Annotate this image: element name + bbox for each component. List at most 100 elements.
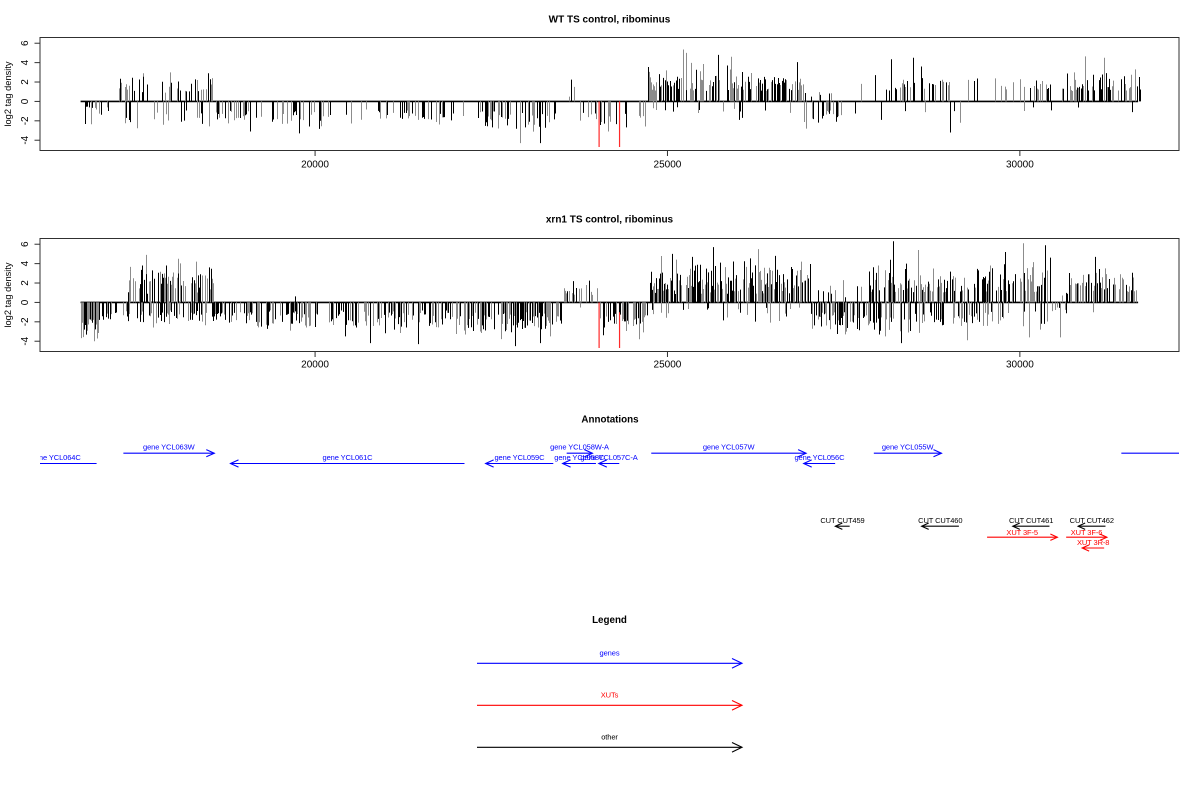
xut-label: XUT 3F-6 [1071,528,1103,537]
gene-annotation: gene YCL064C [15,453,97,467]
y-tick-label: 0 [20,299,31,305]
xut-arrow-head [1050,533,1059,541]
panel-title: WT TS control, ribominus [549,15,671,26]
cut-annotation: CUT CUT461 [1009,516,1053,530]
gene-annotation: gene YCL058C [554,453,605,468]
gene-label: gene YCL056C [794,453,845,462]
cut-annotation: CUT CUT459 [820,516,865,530]
gene-annotation: gene YCL061C [229,453,465,468]
cut-label: CUT CUT462 [1070,516,1114,525]
panel-border [39,238,1180,352]
y-tick-label: 4 [20,260,31,266]
gene-arrow-head [933,449,943,458]
xut-arrow-head [1099,533,1109,541]
axes: -4 -2 0 2 4 6 20000 25000 30000 [20,40,1034,170]
gene-annotation: gene YCL057C-A [580,453,638,468]
density-spikes [80,241,1139,349]
density-panel-wt: WT TS control, ribominus log2 tag densit… [3,15,1180,171]
y-tick-label: -4 [20,135,31,144]
gene-arrow-head [561,459,571,468]
spikes-black [84,241,1133,347]
xut-label: XUT 3F-5 [1006,528,1038,537]
x-tick-label: 30000 [1006,160,1034,171]
spikes-gray [81,243,1137,342]
legend-item-label: other [601,732,618,741]
legend-item-label: genes [600,648,620,657]
gene-label: gene YCL063W [143,443,196,452]
gene-arrow-head [584,449,594,458]
legend-arrow-head [731,700,744,711]
y-axis-title: log2 tag density [3,262,13,327]
spikes-gray [91,49,1136,144]
gene-label: gene YCL055W [882,443,935,452]
gene-annotation: gene YCL055W [873,443,943,458]
y-tick-label: 4 [20,59,31,65]
y-tick-label: -4 [20,336,31,345]
xut-annotation: XUT 3F-6 [1066,528,1109,541]
gene-arrow-head [597,459,608,468]
xut-annotation: XUT 3F-5 [987,528,1059,541]
legend-item: genes [477,648,744,669]
gene-label: gene YCL064C [31,453,82,462]
y-tick-label: 2 [20,280,31,286]
gene-arrow-head [15,460,23,467]
gene-label: gene YCL057W [703,443,756,452]
gene-arrow-head [206,449,216,458]
xut-label: XUT 3R-8 [1077,538,1109,547]
cut-arrow-head [920,522,929,530]
gene-label: gene YCL058C [554,453,605,462]
spikes-black [85,54,1141,144]
gene-arrow-head [802,459,812,468]
cut-arrow-head [1011,522,1021,530]
xut-arrow-head [1080,544,1090,552]
density-spikes [80,49,1141,148]
x-tick-label: 20000 [301,160,329,171]
cut-annotation: CUT CUT460 [918,516,963,530]
gene-annotation: gene YCL059C [484,453,554,468]
x-tick-label: 25000 [654,160,682,171]
cut-label: CUT CUT461 [1009,516,1053,525]
cut-label: CUT CUT459 [820,516,864,525]
y-tick-label: 2 [20,79,31,85]
legend-items: genes XUTs other [477,648,744,753]
y-axis-title: log2 tag density [3,61,13,126]
legend-item-label: XUTs [601,690,619,699]
density-panel-xrn1: xrn1 TS control, ribominus log2 tag dens… [3,215,1180,371]
gene-annotation [1121,452,1179,454]
y-tick-label: 0 [20,98,31,104]
axes: -4 -2 0 2 4 6 20000 25000 30000 [20,241,1034,370]
y-tick-label: 6 [20,40,31,46]
legend-item: other [477,732,744,753]
gene-label: gene YCL061C [323,453,374,462]
xut-annotation: XUT 3R-8 [1077,538,1109,552]
annotation-arrows: gene YCL064C gene YCL063W gene YCL061C gene… [15,443,1179,552]
gene-annotation: gene YCL056C [794,453,845,468]
gene-annotation: gene YCL057W [651,443,808,458]
y-tick-label: 6 [20,241,31,247]
gene-annotation: gene YCL058W-A [550,443,609,458]
gene-label: gene YCL057C-A [580,453,637,462]
panel-title: xrn1 TS control, ribominus [546,215,674,226]
legend-item: XUTs [477,690,744,711]
cut-label: CUT CUT460 [918,516,962,525]
panel-border [39,37,1180,151]
gene-arrow-head [229,459,239,468]
legend-arrow-head [731,742,744,753]
gene-arrow-head [484,459,494,468]
y-tick-label: -2 [20,116,31,125]
gene-arrow-head [797,449,808,458]
x-tick-label: 25000 [654,360,682,371]
legend-arrow-head [731,658,744,669]
cut-annotation: CUT CUT462 [1070,516,1114,530]
legend-title: Legend [592,615,627,626]
gene-label: gene YCL058W-A [550,443,609,452]
annotations-title: Annotations [581,415,639,426]
cut-arrow-head [834,522,843,530]
gene-annotation: gene YCL063W [123,443,216,458]
gene-label: gene YCL059C [494,453,545,462]
y-tick-label: -2 [20,317,31,326]
legend-panel: Legend genes XUTs other [477,615,744,753]
x-tick-label: 30000 [1006,360,1034,371]
